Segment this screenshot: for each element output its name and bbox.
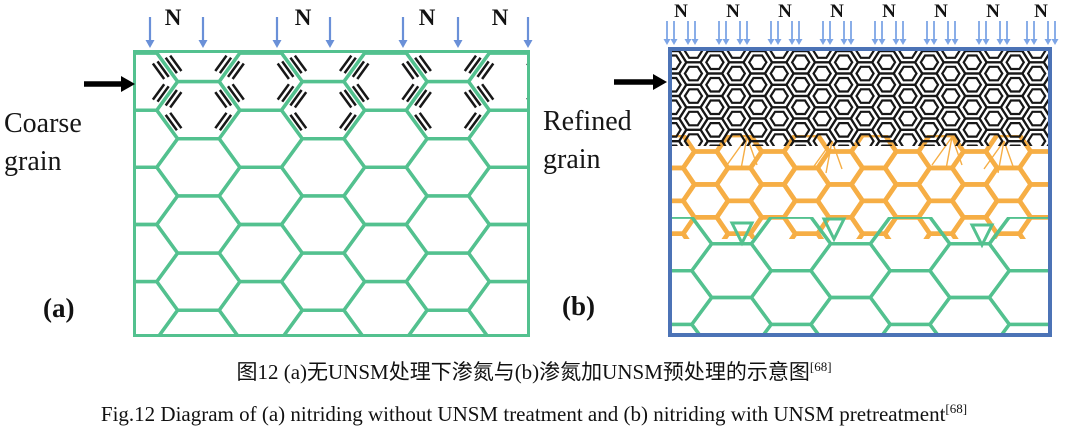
nitrogen-label: N [934, 1, 948, 22]
nitrogen-label: N [986, 1, 1000, 22]
nitrogen-label: N [674, 1, 688, 22]
surface-arrow-a [84, 76, 135, 92]
caption-english: Fig.12 Diagram of (a) nitriding without … [0, 401, 1068, 427]
surface-arrow-b [614, 74, 667, 90]
nitrogen-label: N [778, 1, 792, 22]
small-triangular-grains [729, 217, 995, 249]
panel-a-side-label: Coarse grain [4, 108, 82, 177]
panel-a-box [133, 50, 530, 337]
caption-english-text: Fig.12 Diagram of (a) nitriding without … [100, 402, 946, 426]
nitrogen-arrows-b [663, 21, 1059, 45]
caption-chinese: 图12 (a)无UNSM处理下渗氮与(b)渗氮加UNSM预处理的示意图[68] [0, 356, 1068, 386]
nitrogen-label: N [1034, 1, 1048, 22]
caption-english-ref: [68] [945, 401, 968, 416]
panel-a-corner-label: (a) [43, 293, 75, 323]
nitrogen-label: N [726, 1, 740, 22]
panel-b-corner-label: (b) [562, 291, 595, 321]
caption-chinese-ref: [68] [809, 359, 832, 374]
coarse-grain-lattice [136, 53, 527, 334]
nitrogen-label: N [164, 5, 182, 30]
nitrogen-label: N [491, 5, 509, 30]
nitrogen-label: N [418, 5, 436, 30]
nitrogen-label: N [882, 1, 896, 22]
nitrogen-label: N [294, 5, 312, 30]
nitrogen-label: N [830, 1, 844, 22]
nitrogen-arrows-a [145, 17, 533, 48]
panel-b-side-label: Refined grain [543, 106, 632, 175]
caption-chinese-text: 图12 (a)无UNSM处理下渗氮与(b)渗氮加UNSM预处理的示意图 [236, 360, 810, 384]
refined-grain-lattice [672, 51, 1048, 333]
panel-b-box [668, 47, 1052, 337]
